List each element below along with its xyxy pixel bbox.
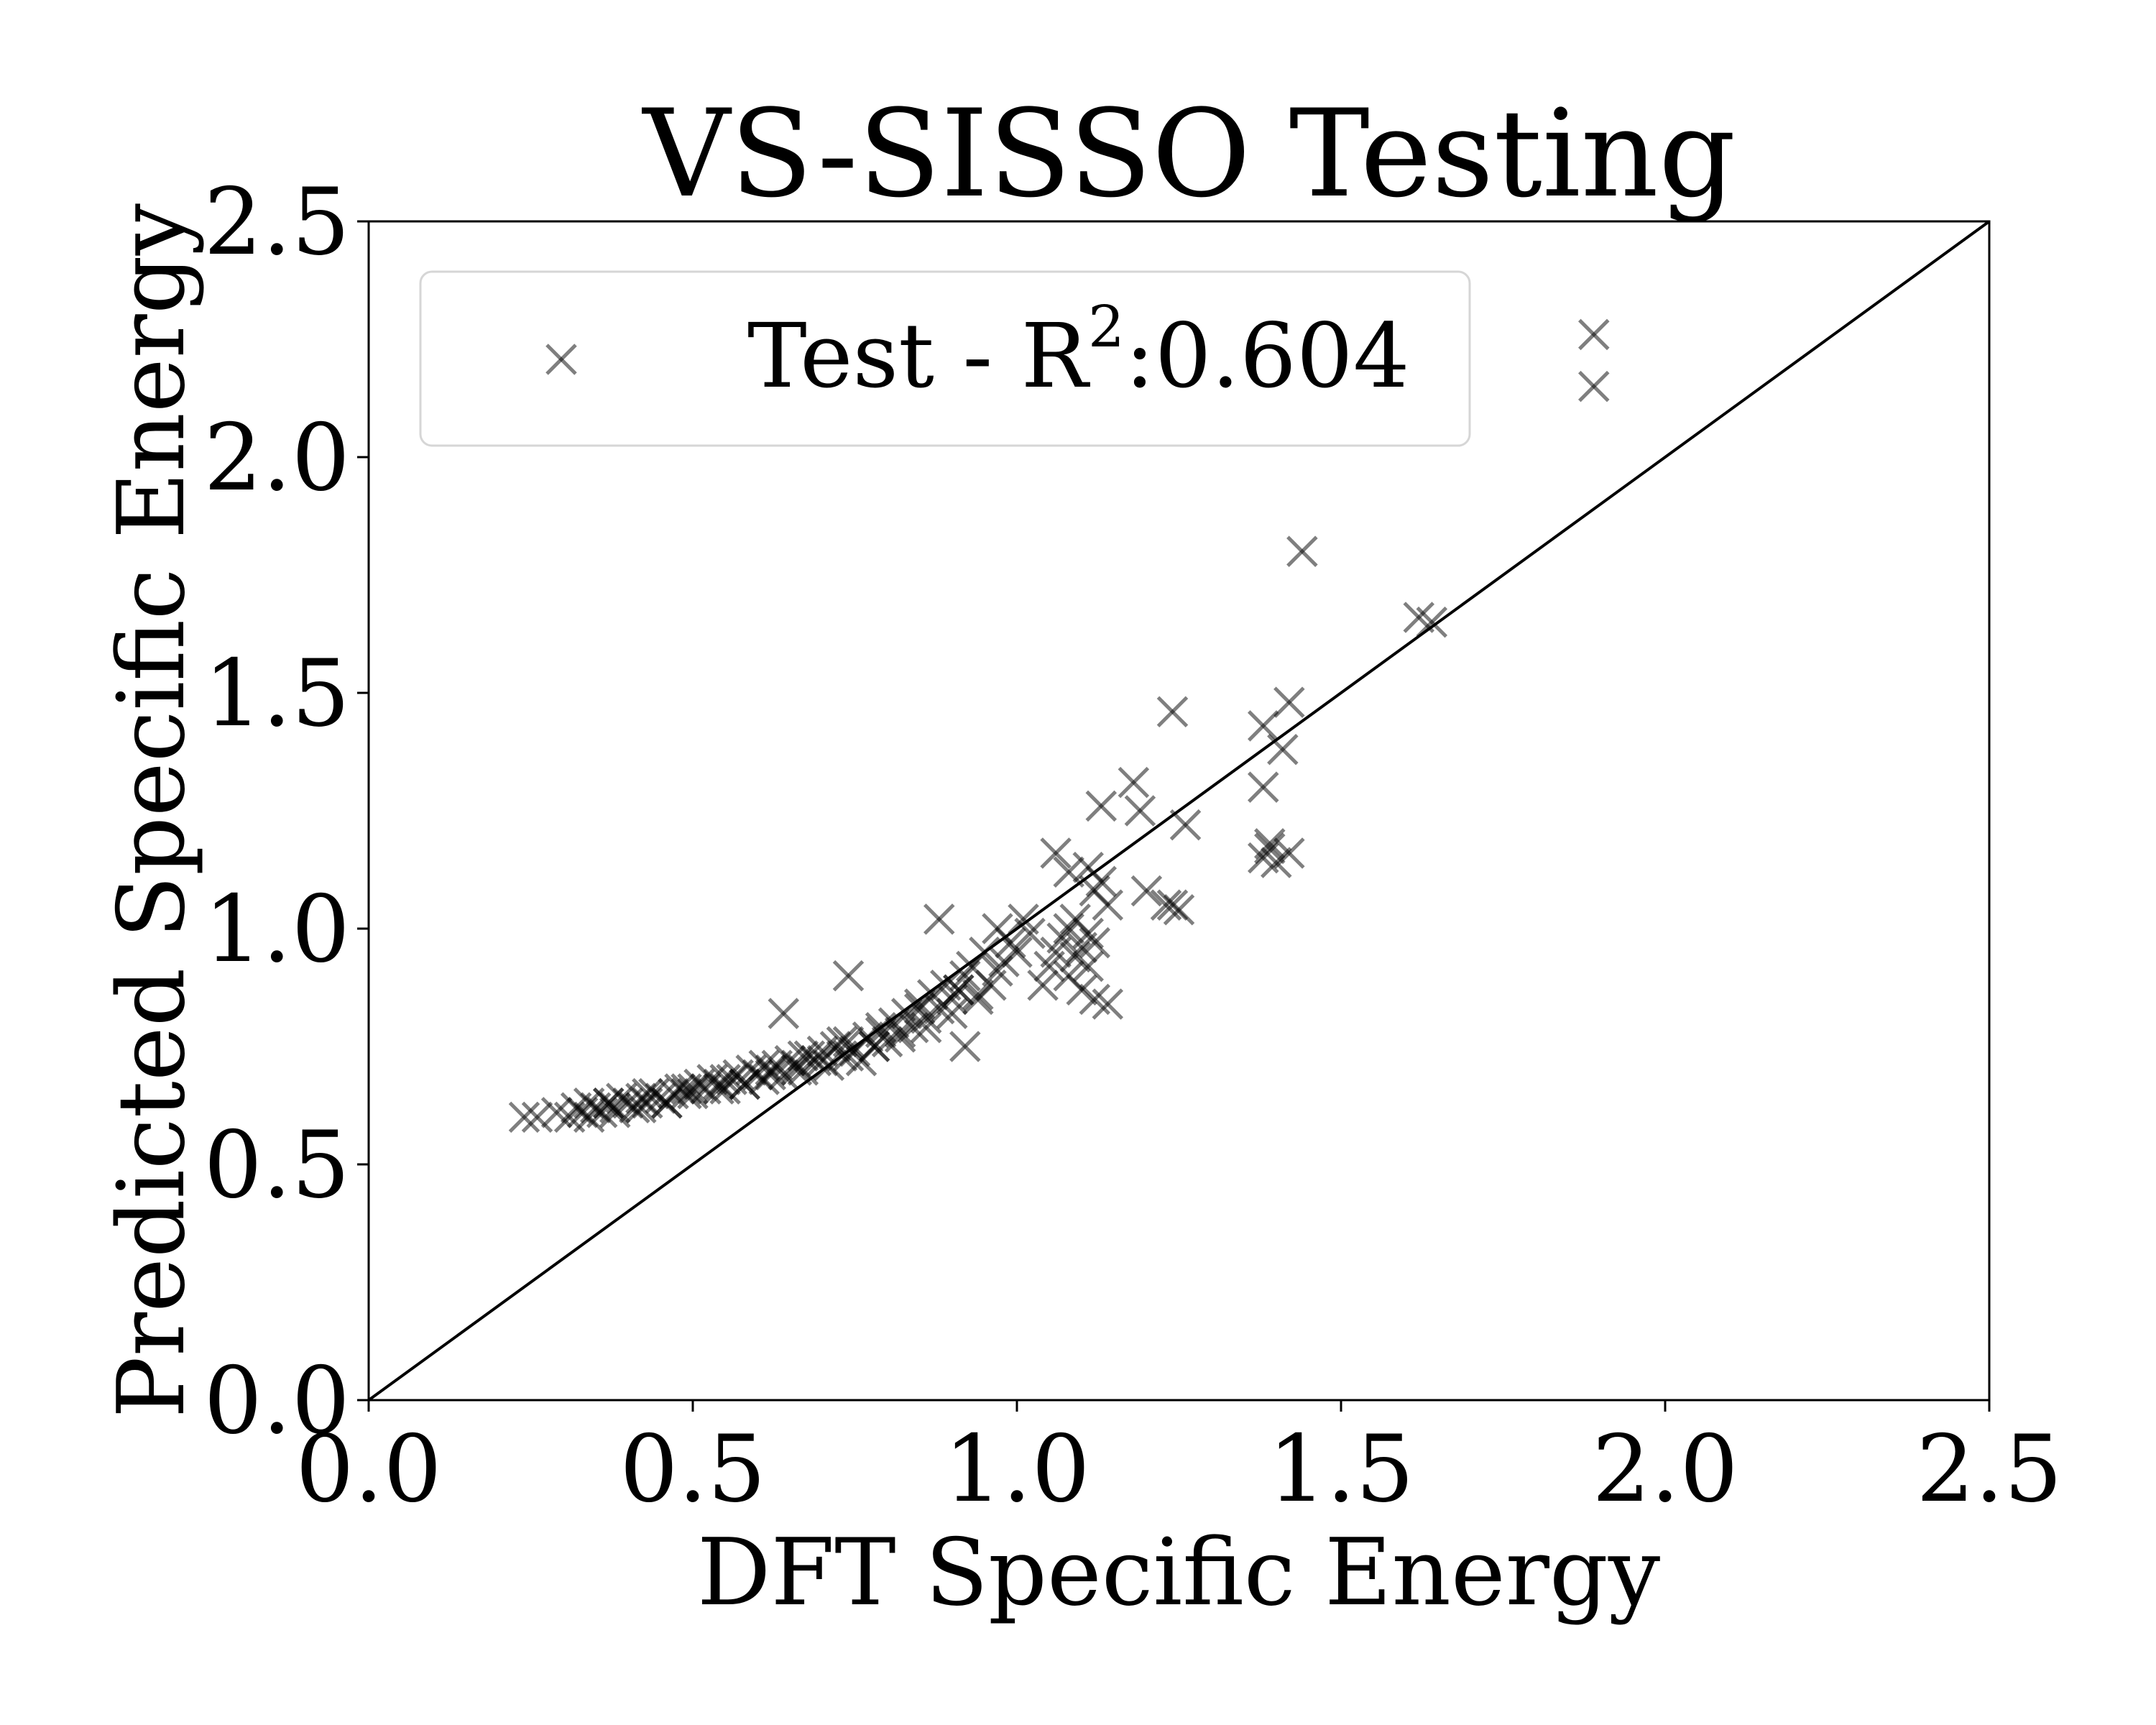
data-point (858, 1031, 890, 1062)
data-point (884, 1021, 916, 1053)
chart-title: VS-SISSO Testing (642, 83, 1736, 224)
data-point (923, 903, 955, 935)
data-point (826, 1026, 858, 1058)
data-point (1273, 686, 1305, 718)
data-point (1416, 606, 1448, 638)
data-point (1578, 370, 1610, 402)
y-tick-label: 0.0 (203, 1348, 350, 1455)
data-point (1072, 950, 1104, 983)
data-point (703, 1073, 734, 1105)
data-point (1247, 710, 1279, 742)
plot-frame (367, 220, 1991, 1402)
data-point (1247, 771, 1279, 803)
y-tick-label: 1.0 (203, 876, 350, 983)
data-point (910, 1011, 942, 1044)
data-point (1261, 847, 1292, 878)
data-point (897, 1011, 929, 1044)
data-point (573, 1101, 605, 1133)
legend-box (419, 270, 1471, 447)
data-point (748, 1049, 780, 1082)
data-point (592, 1087, 625, 1119)
x-axis-ticks: 0.0 0.5 1.0 1.5 2.0 2.5 (295, 1400, 2063, 1523)
data-point (943, 974, 975, 1006)
data-point (1169, 809, 1202, 841)
data-point (1273, 837, 1305, 869)
data-point (1092, 988, 1124, 1020)
data-point (962, 979, 994, 1011)
data-point (521, 1101, 553, 1133)
legend-label-superscript: 2 (1088, 293, 1125, 360)
data-point (1118, 766, 1150, 799)
data-point (1092, 889, 1124, 921)
x-tick-label: 1.5 (1268, 1416, 1414, 1523)
y-tick-label: 2.5 (203, 169, 350, 276)
x-tick-label: 2.5 (1916, 1416, 2063, 1523)
data-point (982, 955, 1013, 987)
reference-line-layer (367, 220, 1991, 1402)
legend: Test - R2:0.604 (419, 270, 1471, 447)
data-point (1053, 856, 1084, 888)
data-point (671, 1073, 702, 1105)
data-point (709, 1064, 741, 1095)
data-point (832, 960, 865, 992)
data-point (508, 1101, 540, 1133)
data-point (1014, 917, 1046, 949)
x-tick-label: 2.0 (1592, 1416, 1738, 1523)
data-point (962, 983, 994, 1016)
legend-label: Test - R2:0.604 (747, 293, 1410, 408)
data-point (599, 1097, 631, 1128)
legend-label-suffix: :0.604 (1125, 305, 1410, 408)
data-point (1286, 535, 1318, 567)
data-point (995, 926, 1026, 959)
data-point (1040, 837, 1072, 869)
data-point (865, 1011, 897, 1044)
data-point (903, 993, 936, 1025)
data-point (1156, 889, 1189, 921)
data-point (1578, 318, 1610, 351)
data-point (949, 1031, 981, 1062)
x-tick-label: 0.5 (619, 1416, 766, 1523)
data-point (910, 1002, 942, 1034)
data-point (832, 1026, 865, 1058)
data-point (1130, 875, 1163, 907)
x-tick-label: 1.0 (944, 1416, 1090, 1523)
y-axis-label: Predicted Specific Energy (98, 203, 206, 1418)
data-point (936, 998, 968, 1029)
x-axis-label: DFT Specific Energy (697, 1519, 1660, 1627)
data-point (969, 937, 1000, 968)
data-point (768, 998, 800, 1029)
data-point (1072, 917, 1104, 949)
data-point (1046, 922, 1078, 954)
data-point (651, 1087, 683, 1119)
legend-label-prefix: Test - R (747, 305, 1091, 408)
reference-line (367, 220, 1991, 1402)
data-point (1066, 974, 1097, 1006)
data-point (1085, 865, 1118, 898)
data-point (1085, 790, 1118, 822)
data-point (1053, 913, 1084, 944)
y-tick-label: 2.0 (203, 405, 350, 512)
y-tick-label: 1.5 (203, 640, 350, 748)
data-point (1079, 926, 1111, 959)
legend-marker-icon (545, 344, 577, 375)
data-point (936, 983, 968, 1016)
data-point (1267, 733, 1299, 765)
data-point (1124, 795, 1156, 827)
y-axis-ticks: 0.0 0.5 1.0 1.5 2.0 2.5 (203, 169, 369, 1455)
data-point (787, 1040, 819, 1072)
data-point (1254, 828, 1286, 860)
y-tick-label: 0.5 (203, 1112, 350, 1219)
data-points-layer (508, 318, 1610, 1133)
data-point (755, 1059, 787, 1091)
data-point (1156, 696, 1189, 728)
x-tick-label: 0.0 (295, 1416, 442, 1523)
data-point (632, 1077, 663, 1110)
data-point (1027, 969, 1059, 1001)
data-point (1059, 941, 1091, 973)
data-point (988, 946, 1020, 978)
